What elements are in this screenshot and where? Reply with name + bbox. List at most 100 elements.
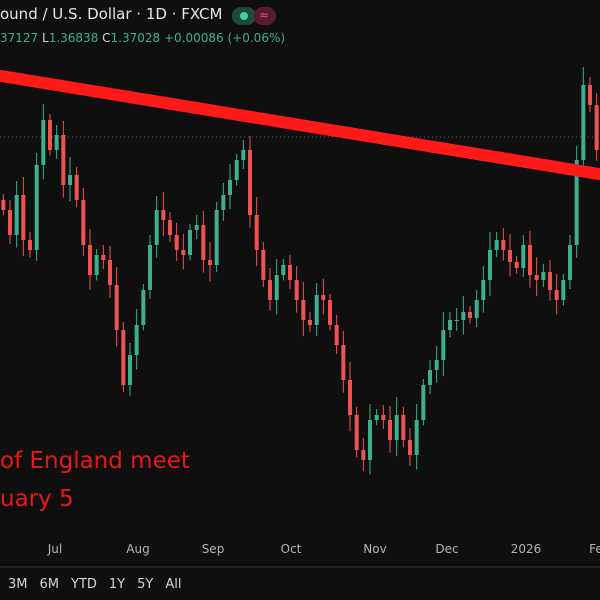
data-status-pill[interactable] [254,7,276,25]
candle-body [61,135,66,185]
candle-body [581,85,586,160]
range-3m[interactable]: 3M [8,577,28,592]
candle-body [434,360,439,370]
candle-body [574,160,579,245]
market-open-dot-icon [240,12,248,20]
candle-body [474,300,479,318]
candle-body [41,120,46,165]
low-value: 1.36838 [48,31,99,45]
candle-body [441,330,446,360]
x-tick-label: Jul [47,542,62,556]
range-ytd[interactable]: YTD [71,577,97,592]
candle-body [334,325,339,345]
candle-body [248,150,252,215]
candle-body [448,320,452,330]
candle-body [288,265,292,280]
candle-body [121,330,126,385]
candle-body [408,440,412,455]
candle-body [154,210,159,245]
low-label: L [42,31,49,45]
candle-body [21,195,26,240]
candle-body [221,195,226,210]
candle-body [308,320,312,325]
candle-body [228,180,232,195]
change-value: +0.00086 (+0.06%) [164,31,286,45]
candle-body [194,225,199,230]
candle-body [508,250,512,262]
candle-body [534,275,539,280]
candle-body [141,290,146,325]
x-tick-label: 2026 [511,542,542,556]
candle-body [348,380,352,415]
candle-body [294,280,299,300]
candle-body [268,280,272,300]
candle-body [354,415,359,450]
x-tick-label: Dec [435,542,458,556]
candle-body [281,265,286,275]
candle-body [314,295,319,325]
close-label: C [102,31,111,45]
x-tick-label: Nov [363,542,386,556]
annotation-line-1: of England meet [0,448,190,474]
candle-body [468,312,472,318]
candle-body [101,255,106,260]
candle-body [48,120,52,150]
range-selector: 3M 6M YTD 1Y 5Y All [8,577,181,592]
ohlc-readout: 37127 L1.36838 C1.37028 +0.00086 (+0.06%… [0,31,285,45]
candle-body [168,220,172,235]
candle-body [394,415,399,440]
candle-body [74,175,79,200]
candle-body [421,385,426,420]
trendline [0,69,600,181]
candle-body [428,370,432,385]
candle-body [361,450,366,460]
annotation-line-2: uary 5 [0,486,74,512]
candle-body [388,420,392,440]
candle-body [114,285,119,330]
close-value: 1.37028 [110,31,161,45]
high-value: 37127 [0,31,39,45]
candle-body [174,235,179,250]
candle-body [261,250,266,280]
candle-body [214,210,219,265]
candle-body [148,245,152,290]
x-tick-label: Oct [281,542,302,556]
candle-body [81,200,86,245]
candle-body [528,245,532,275]
candle-body [381,415,386,420]
candle-body [594,105,599,150]
candle-body [368,420,372,460]
candle-body [68,175,72,185]
range-5y[interactable]: 5Y [137,577,154,592]
candle-body [94,255,99,275]
range-6m[interactable]: 6M [39,577,60,592]
candle-body [494,240,499,250]
candle-body [241,150,246,160]
candle-body [374,415,379,420]
x-tick-label: Aug [126,542,149,556]
range-1y[interactable]: 1Y [108,577,126,592]
candle-body [274,275,279,300]
candle-body [328,300,332,325]
candle-body [28,240,32,250]
candle-body [341,345,346,380]
candle-body [561,280,566,300]
symbol-title: ound / U.S. Dollar · 1D · FXCM [0,5,223,23]
candle-body [88,245,92,275]
candle-body [521,245,526,268]
candle-body [201,225,206,260]
candle-body [554,290,559,300]
range-all[interactable]: All [165,577,182,592]
candle-body [414,420,419,455]
candle-body [208,260,212,265]
candle-body [488,250,492,280]
candle-body [548,272,552,290]
x-tick-label: Fe [589,542,600,556]
candle-body [321,295,326,300]
candle-body [34,165,39,250]
candle-body [8,210,12,235]
candle-body [568,245,572,280]
candle-body [128,355,132,385]
candle-body [181,250,186,255]
